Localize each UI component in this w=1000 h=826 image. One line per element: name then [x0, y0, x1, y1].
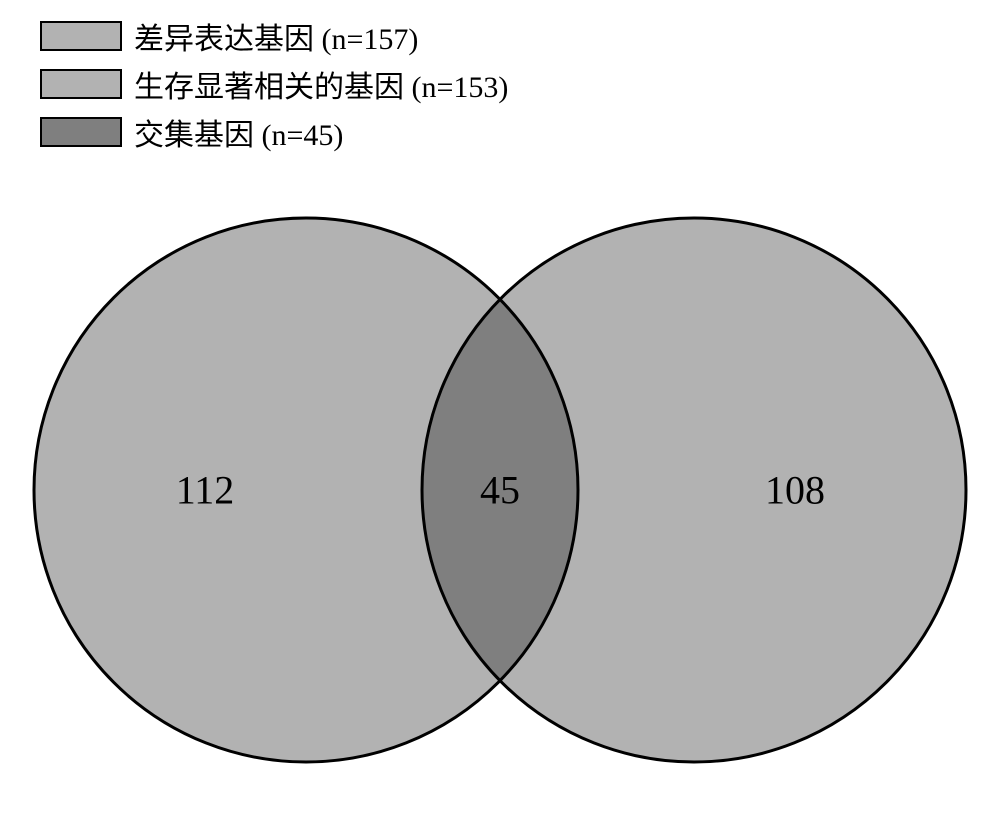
figure-root: 差异表达基因 (n=157) 生存显著相关的基因 (n=153) 交集基因 (n… [0, 0, 1000, 826]
venn-diagram: 112 45 108 [0, 0, 1000, 826]
venn-right-value: 108 [765, 467, 825, 514]
venn-svg [0, 0, 1000, 826]
venn-center-value: 45 [480, 467, 520, 514]
venn-left-value: 112 [176, 467, 235, 514]
